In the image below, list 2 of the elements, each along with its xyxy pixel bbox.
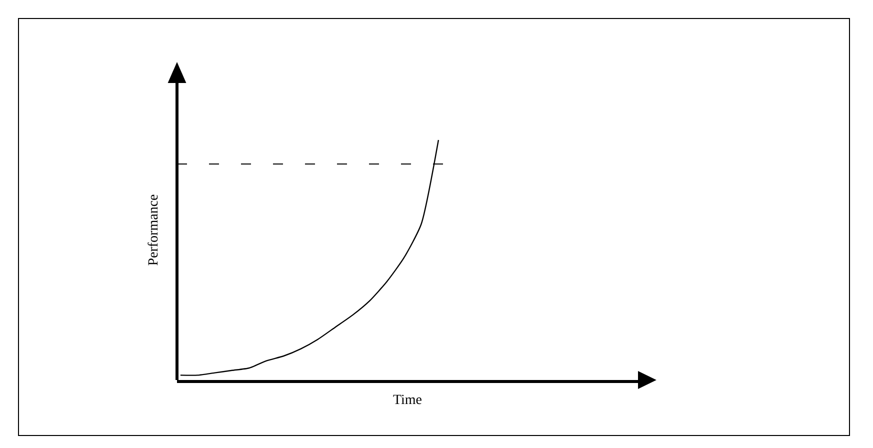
x-axis-title: Time bbox=[392, 393, 422, 408]
y-axis-title: Performance bbox=[146, 194, 162, 266]
